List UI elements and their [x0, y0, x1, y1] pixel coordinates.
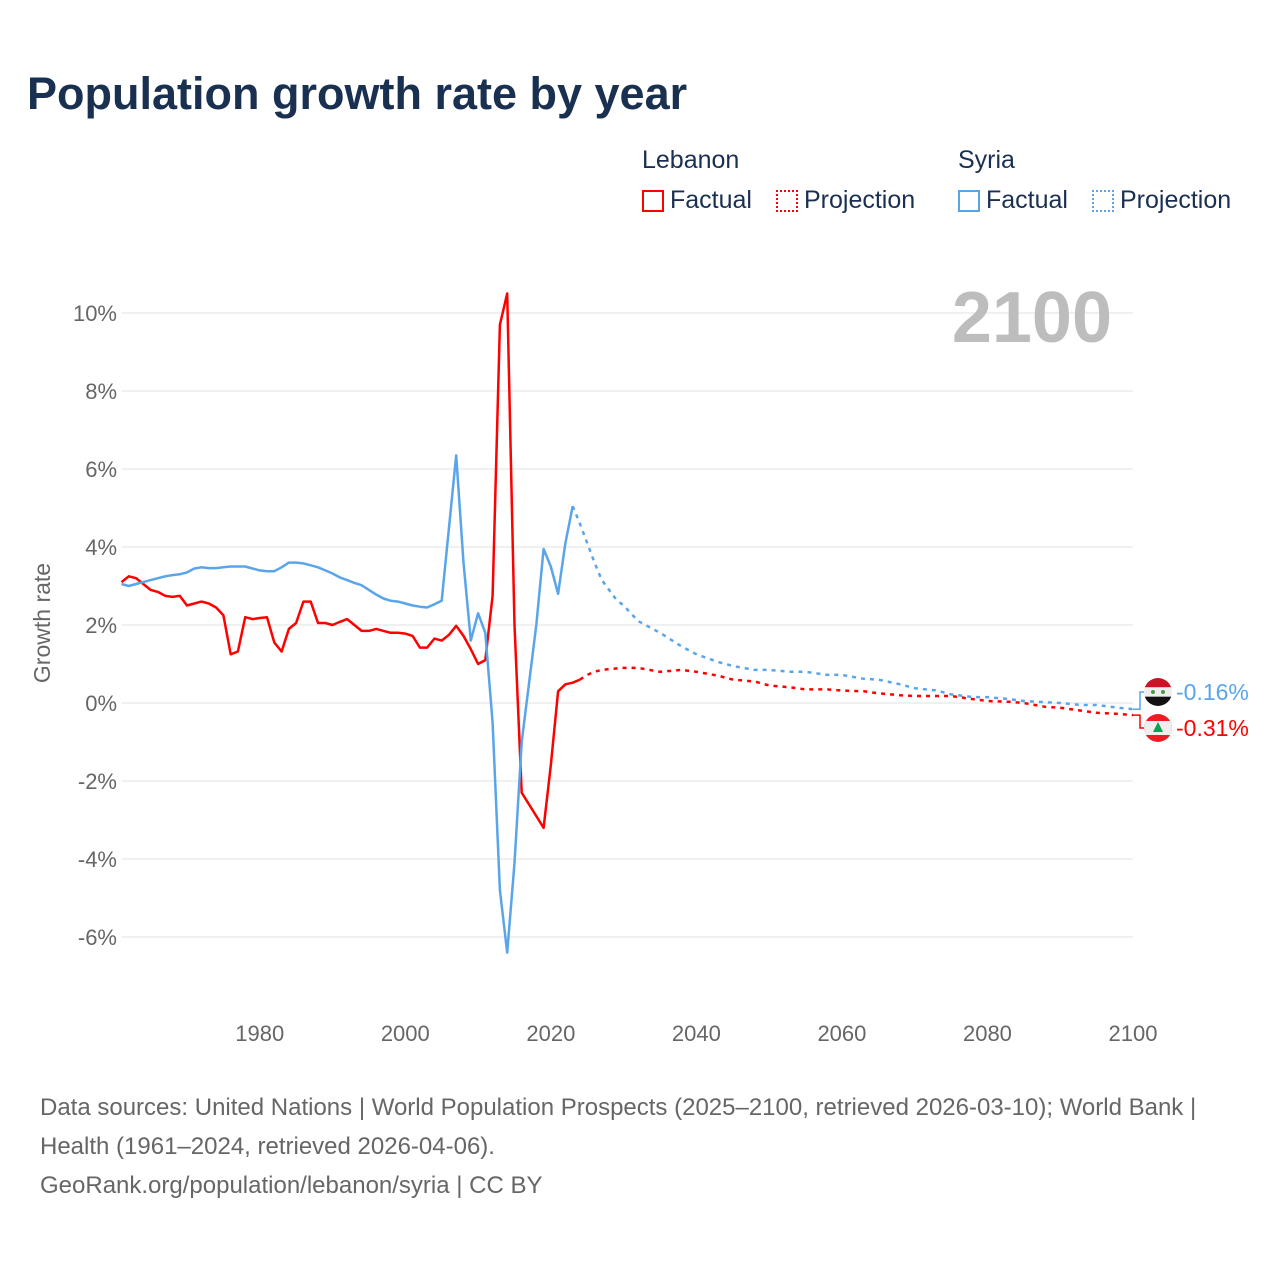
legend-label: Factual	[986, 186, 1068, 214]
lebanon-flag-icon	[1144, 714, 1172, 742]
legend-syria-factual[interactable]: Factual	[958, 186, 1068, 215]
x-tick-label: 1980	[235, 1021, 284, 1046]
flag-stripe-white	[1144, 687, 1172, 697]
syria-flag-icon	[1144, 678, 1172, 706]
footer: Data sources: United Nations | World Pop…	[40, 1088, 1240, 1205]
y-tick-label: 10%	[73, 301, 117, 326]
y-tick-label: 6%	[85, 457, 117, 482]
legend-swatch-solid	[958, 189, 980, 212]
end-value-label-syria: -0.16%	[1176, 679, 1249, 705]
year-badge: 2100	[952, 278, 1112, 358]
end-connector	[1133, 691, 1146, 710]
flag-stripe-red	[1144, 678, 1172, 688]
y-tick-label: 4%	[85, 535, 117, 560]
x-tick-label: 2000	[381, 1021, 430, 1046]
y-tick-label: 0%	[85, 691, 117, 716]
y-tick-label: -4%	[78, 847, 117, 872]
series-line-syria-factual	[121, 454, 574, 954]
x-tick-label: 2100	[1109, 1021, 1158, 1046]
y-tick-label: 8%	[85, 379, 117, 404]
series-line-lebanon-projection	[579, 666, 1134, 717]
legend-syria-projection[interactable]: Projection	[1092, 186, 1231, 215]
legend-swatch-dotted	[1092, 189, 1114, 212]
x-tick-label: 2040	[672, 1021, 721, 1046]
legend-swatch-solid	[642, 189, 664, 212]
series-line-lebanon-factual	[120, 292, 581, 830]
chart-title: Population growth rate by year	[27, 68, 688, 119]
legend-label: Projection	[1120, 186, 1232, 214]
y-tick-label: -2%	[78, 769, 117, 794]
legend-group-syria: Syria	[958, 146, 1015, 174]
legend-swatch-dotted	[776, 189, 798, 212]
x-tick-label: 2080	[963, 1021, 1012, 1046]
flag-body	[1144, 714, 1172, 742]
data-sources: Data sources: United Nations | World Pop…	[40, 1094, 1197, 1160]
star-icon	[1151, 690, 1155, 694]
legend-label: Factual	[670, 186, 752, 214]
legend-lebanon-factual[interactable]: Factual	[642, 186, 752, 215]
series-line-syria-projection	[571, 505, 1134, 711]
end-value-label-lebanon: -0.31%	[1176, 715, 1249, 741]
star-icon	[1161, 690, 1165, 694]
legend-group-lebanon: Lebanon	[642, 146, 740, 174]
flag-stripe-black	[1144, 696, 1172, 706]
x-tick-label: 2020	[526, 1021, 575, 1046]
flag-body	[1144, 678, 1172, 706]
y-tick-label: 2%	[85, 613, 117, 638]
legend-label: Projection	[804, 186, 916, 214]
legend-lebanon-projection[interactable]: Projection	[776, 186, 915, 215]
y-tick-label: -6%	[78, 925, 117, 950]
credit-link[interactable]: GeoRank.org/population/lebanon/syria | C…	[40, 1172, 543, 1199]
chart-plot: 10% 8% 6% 4% 2% 0% -2% -4% -6% 1980 2000 2020 2040 20…	[29, 278, 1249, 1046]
cedar-icon	[1153, 722, 1163, 732]
y-axis-label: Growth rate	[29, 563, 55, 683]
end-connector	[1133, 714, 1146, 729]
x-tick-label: 2060	[817, 1021, 866, 1046]
